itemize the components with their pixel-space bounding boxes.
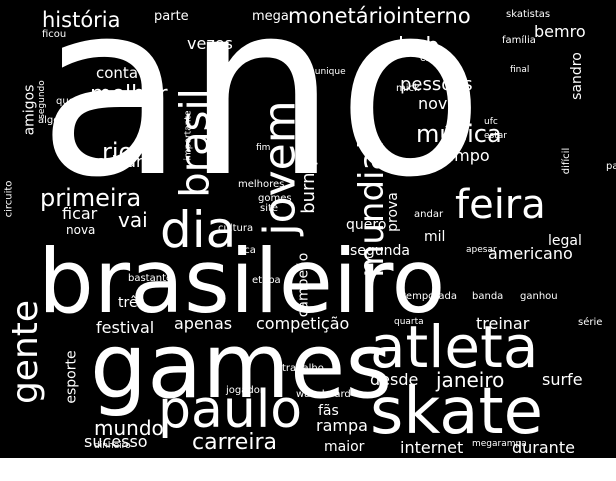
word-competicao: competição: [256, 314, 350, 333]
word-paulo: paulo: [158, 380, 303, 440]
word-edgard: edgard: [96, 152, 153, 171]
word-familia: família: [502, 35, 536, 46]
word-janeiro: janeiro: [436, 368, 505, 392]
word-brasil: brasil: [172, 87, 219, 198]
word-sucesso: sucesso: [84, 432, 148, 451]
word-nova: nova: [66, 223, 96, 237]
word-temporada: temporada: [402, 291, 457, 302]
word-musica: música: [416, 120, 502, 148]
word-legal: legal: [548, 233, 582, 249]
word-rio: rio: [102, 138, 134, 166]
word-vezes: vezes: [187, 34, 233, 53]
word-algo: algo: [38, 115, 60, 126]
word-segunda: segunda: [350, 243, 411, 259]
word-skate: skate: [370, 375, 543, 449]
word-amigos: amigos: [20, 84, 37, 135]
word-apenas: apenas: [174, 314, 233, 333]
word-fica: fica: [238, 245, 256, 256]
word-feira: feira: [455, 182, 546, 228]
word-etapa: etapa: [252, 275, 281, 286]
word-desde: desde: [370, 370, 419, 389]
word-quero: quero: [346, 217, 387, 233]
word-cultura: cultura: [218, 223, 254, 234]
word-treinar: treinar: [476, 314, 530, 333]
word-esporte: esporte: [63, 349, 80, 404]
word-americano: americano: [488, 244, 573, 263]
word-gente: gente: [5, 299, 47, 405]
word-trabalho: trabalho: [282, 363, 324, 374]
word-conta: conta: [96, 64, 139, 82]
word-jogador: jogador: [226, 385, 264, 396]
word-fim: fim: [256, 143, 271, 153]
word-ficar: ficar: [62, 204, 98, 223]
word-fas: fãs: [318, 403, 339, 419]
word-dificil: difícil: [561, 147, 573, 175]
word-pessoas: pessoas: [400, 74, 473, 95]
word-circuito: circuito: [2, 180, 14, 217]
word-vai: vai: [118, 208, 148, 232]
word-serie: série: [578, 317, 603, 328]
word-mick: mick: [396, 83, 420, 94]
word-rampa: rampa: [316, 416, 368, 435]
word-bemro: bemro: [534, 22, 586, 41]
word-apesar: apesar: [466, 245, 497, 255]
word-quer: quer: [56, 96, 79, 107]
word-durante: durante: [512, 438, 575, 457]
word-parte: parte: [154, 9, 189, 24]
word-games: games: [90, 314, 393, 419]
word-ficou: ficou: [42, 29, 67, 40]
word-brasileiro: brasileiro: [38, 230, 446, 333]
word-segundo: segundo: [36, 80, 47, 119]
word-tres: três: [118, 295, 145, 311]
word-bastante: bastante: [128, 273, 173, 284]
word-munique: munique: [306, 67, 346, 77]
word-campeao: campeão: [294, 252, 311, 317]
word-ufc: ufc: [484, 117, 498, 127]
word-ano: ano: [38, 0, 485, 230]
word-melhor: melhor: [90, 82, 168, 107]
word-internet: internet: [400, 438, 464, 457]
word-primeira: primeira: [40, 184, 142, 212]
word-final: final: [510, 65, 530, 75]
word-tempo: tempo: [438, 146, 490, 165]
word-festival: festival: [96, 318, 155, 337]
word-andar: andar: [414, 209, 444, 220]
word-carreira: carreira: [192, 430, 277, 455]
bottom-margin: [0, 458, 616, 481]
word-maior: maior: [324, 439, 365, 455]
word-wakeboard: wakeboard: [296, 389, 351, 400]
word-atleta: atleta: [370, 313, 539, 381]
word-burnquist: burnquist: [297, 128, 319, 214]
word-dia: dia: [160, 201, 237, 259]
word-novo: novo: [418, 94, 458, 113]
word-ganhou: ganhou: [520, 291, 558, 302]
word-megarampa: megarampa: [472, 439, 527, 449]
word-historia: história: [42, 8, 121, 32]
word-mundo: mundo: [94, 416, 164, 440]
word-sandro: sandro: [568, 52, 585, 100]
word-skatistas: skatistas: [506, 9, 551, 20]
word-surfe: surfe: [542, 370, 583, 389]
word-bob: bob: [398, 34, 440, 59]
word-importante: importante: [183, 109, 194, 161]
word-mil: mil: [424, 229, 446, 245]
word-melhores: melhores: [238, 179, 285, 190]
word-dinheiro: dinheiro: [94, 441, 131, 451]
word-quarta: quarta: [394, 317, 424, 327]
word-jovem: jovem: [254, 99, 306, 236]
word-prova: prova: [384, 192, 401, 232]
word-pais: país: [606, 161, 616, 172]
word-monetariointerno: monetáriointerno: [288, 4, 471, 28]
word-mega: mega: [252, 9, 289, 24]
word-estar: estar: [484, 131, 507, 141]
word-cidade: cidade: [420, 53, 454, 64]
word-gomes: gomes: [258, 193, 292, 204]
word-banda: banda: [472, 291, 504, 302]
word-site: site: [260, 203, 279, 214]
